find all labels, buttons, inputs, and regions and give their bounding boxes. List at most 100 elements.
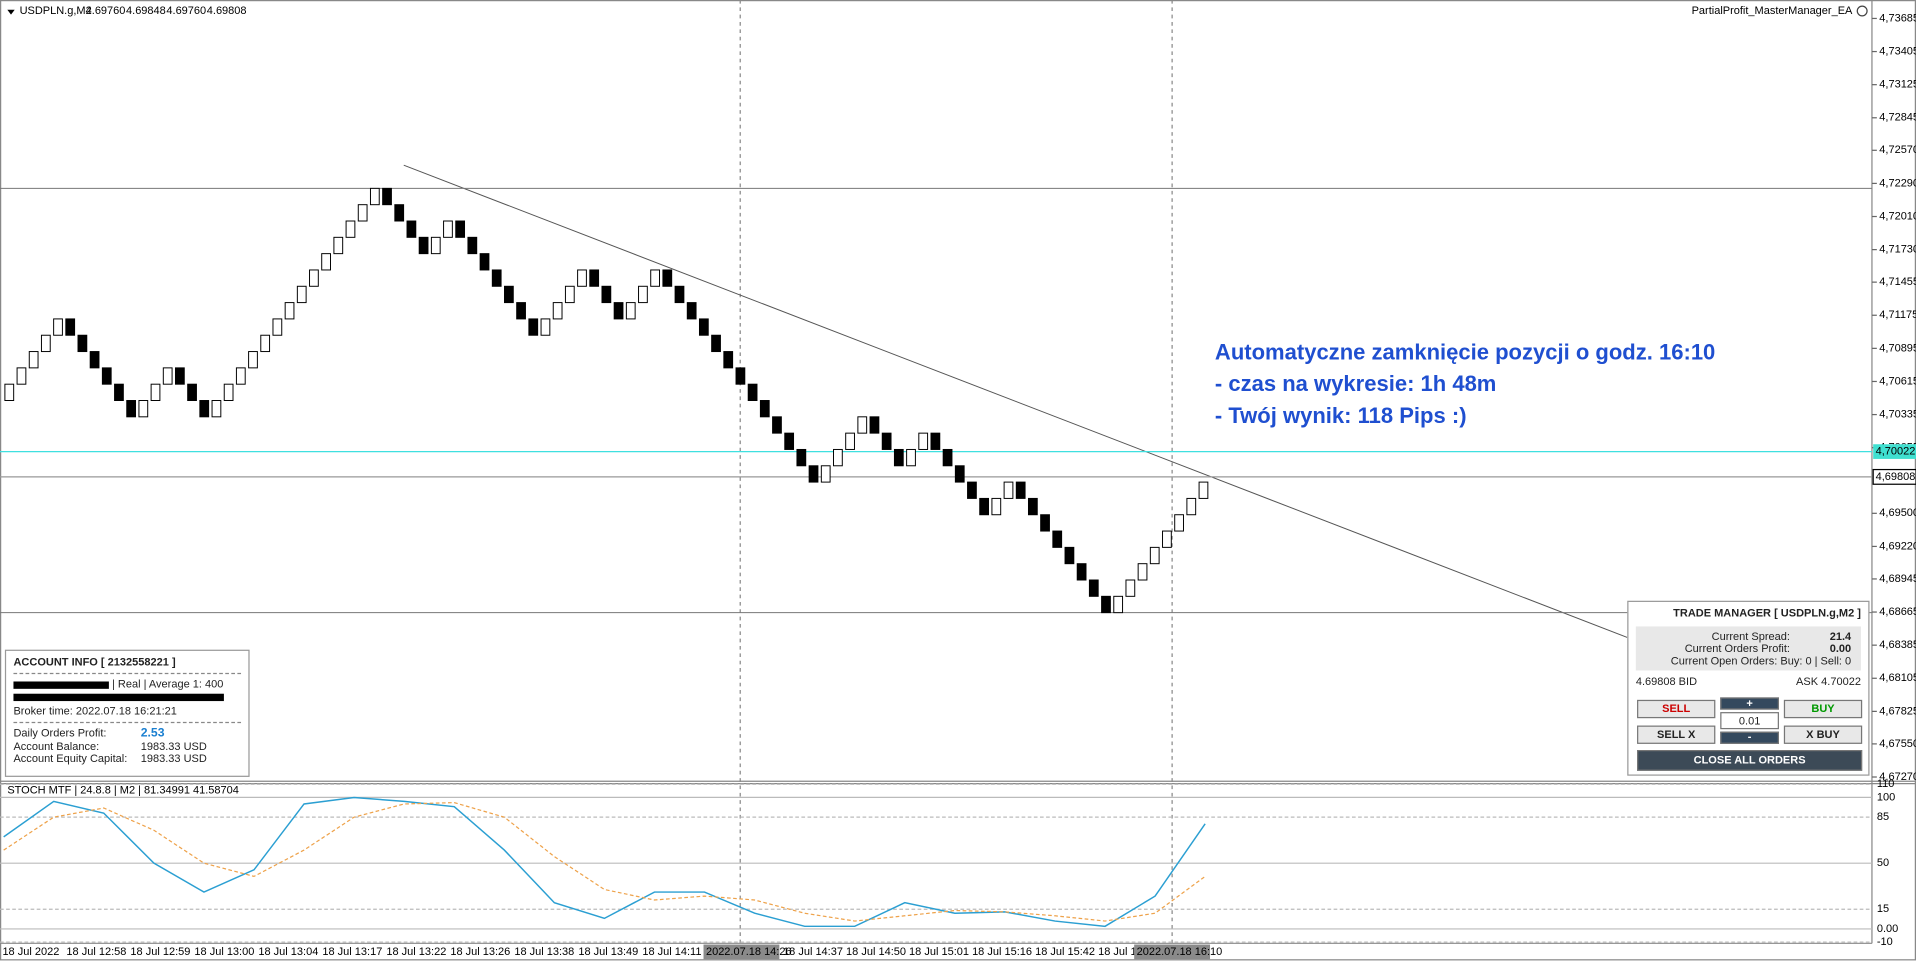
x-tick-label: 18 Jul 15:16 <box>972 946 1032 958</box>
brick-up <box>260 334 271 353</box>
ohlc-low: 4.69760 <box>166 5 206 17</box>
y-tick-label: 4,68665 <box>1879 606 1916 618</box>
x-tick-label: 18 Jul 15:42 <box>1035 946 1095 958</box>
brick-up <box>638 285 648 304</box>
brick-down <box>759 400 770 418</box>
brick-up <box>272 318 283 336</box>
brick-down <box>1088 579 1099 597</box>
brick-down <box>1101 595 1111 614</box>
x-tick-label: 18 Jul 15: <box>1098 946 1146 958</box>
brick-down <box>674 285 685 304</box>
stoch-line <box>3 796 1206 928</box>
brick-down <box>589 269 600 287</box>
brick-up <box>857 416 868 434</box>
ohlc-high: 4.69848 <box>126 5 166 17</box>
x-tick-label: 18 Jul 14:11 <box>642 946 701 958</box>
x-tick-label: 18 Jul 13:38 <box>514 946 574 958</box>
bid-label: 4,69808 <box>1876 471 1916 483</box>
account-row: Account Balance: 1983.33 USD <box>13 740 241 752</box>
redacted <box>13 693 224 702</box>
brick-down <box>491 269 502 287</box>
x-tick-label: 18 Jul 13:00 <box>194 946 254 958</box>
annotation-line: Automatyczne zamknięcie pozycji o godz. … <box>1215 339 1715 364</box>
buy-button[interactable]: BUY <box>1783 699 1863 719</box>
close-all-button[interactable]: CLOSE ALL ORDERS <box>1637 750 1863 771</box>
row-value: 21.4 <box>1829 630 1852 643</box>
brick-up <box>820 465 831 483</box>
account-row: Account Equity Capital: 1983.33 USD <box>13 752 241 764</box>
brick-up <box>625 302 636 320</box>
cursor-label-box <box>703 944 780 960</box>
cursor-label: 2022.07.18 16:10 <box>1137 946 1223 958</box>
ask-quote: ASK 4.70022 <box>1796 675 1861 688</box>
y-tick-label: 4,72010 <box>1879 210 1916 222</box>
cursor-label: 2022.07.18 14:26 <box>706 946 792 958</box>
y-tick-label: 4,70335 <box>1879 408 1916 420</box>
brick-up <box>1137 563 1148 581</box>
open-orders: Current Open Orders: Buy: 0 | Sell: 0 <box>1670 654 1852 667</box>
brick-up <box>552 302 563 320</box>
cursor-label-box <box>1134 944 1211 960</box>
brick-up <box>333 236 344 255</box>
brick-down <box>893 448 904 467</box>
brick-up <box>4 383 15 401</box>
ohlc-open: 4.69760 <box>86 5 126 17</box>
brick-down <box>954 465 965 483</box>
y-tick-label: 4,73405 <box>1879 45 1916 57</box>
sell-button[interactable]: SELL <box>1637 699 1716 719</box>
row-label: Daily Orders Profit: <box>13 726 107 739</box>
brick-up <box>162 367 173 385</box>
x-tick-label: 18 Jul 14:50 <box>846 946 906 958</box>
brick-up <box>16 367 27 385</box>
lot-plus-button[interactable]: + <box>1720 697 1779 710</box>
brick-up <box>906 448 916 467</box>
account-info-panel: ACCOUNT INFO [ 2132558221 ] | Real | Ave… <box>4 649 250 777</box>
brick-down <box>126 400 137 418</box>
bid-label-box <box>1872 468 1916 485</box>
brick-down <box>601 285 612 304</box>
redacted <box>13 681 109 689</box>
brick-up <box>1149 546 1160 565</box>
brick-down <box>1015 481 1026 499</box>
brick-down <box>747 383 758 401</box>
brick-down <box>869 416 880 434</box>
x-tick-label: 18 Jul 13:22 <box>386 946 446 958</box>
y-tick-label: 50 <box>1877 857 1889 869</box>
brick-down <box>382 187 392 206</box>
quote-row: 4.69808 BID ASK 4.70022 <box>1628 670 1868 687</box>
brick-up <box>1162 530 1172 548</box>
brick-down <box>723 351 734 369</box>
brick-down <box>77 334 88 353</box>
brick-down <box>455 220 466 238</box>
y-tick-label: 4,73125 <box>1879 79 1916 91</box>
x-buy-button[interactable]: X BUY <box>1783 725 1863 744</box>
y-tick-label: 4,70895 <box>1879 342 1916 354</box>
brick-up <box>211 400 222 418</box>
y-tick-label: 4,71455 <box>1879 276 1916 288</box>
brick-down <box>1076 563 1087 581</box>
account-rows: Daily Orders Profit: 2.53 Account Balance:… <box>13 727 241 765</box>
brick-up <box>991 497 1002 516</box>
brick-down <box>175 367 185 385</box>
brick-down <box>101 367 112 385</box>
brick-down <box>65 318 76 336</box>
y-tick-label: 85 <box>1877 811 1889 823</box>
y-tick-label: 100 <box>1877 791 1895 803</box>
brick-down <box>199 400 210 418</box>
brick-up <box>235 367 246 385</box>
y-tick-label: 4,70615 <box>1879 375 1916 387</box>
brick-up <box>1003 481 1014 499</box>
brick-down <box>784 432 795 450</box>
brick-down <box>406 220 417 238</box>
brick-up <box>40 334 51 353</box>
brick-down <box>1040 514 1050 532</box>
y-tick-label: 4,72290 <box>1879 177 1916 189</box>
info-box: Current Spread: 21.4 Current Orders Profit… <box>1635 626 1861 671</box>
menu-arrow <box>7 9 15 15</box>
expert-icon[interactable] <box>1856 5 1868 17</box>
sell-x-button[interactable]: SELL X <box>1637 725 1716 744</box>
lot-minus-button[interactable]: - <box>1720 731 1779 744</box>
y-tick-label: 4,67270 <box>1879 771 1916 783</box>
lot-input[interactable]: 0.01 <box>1720 712 1779 730</box>
